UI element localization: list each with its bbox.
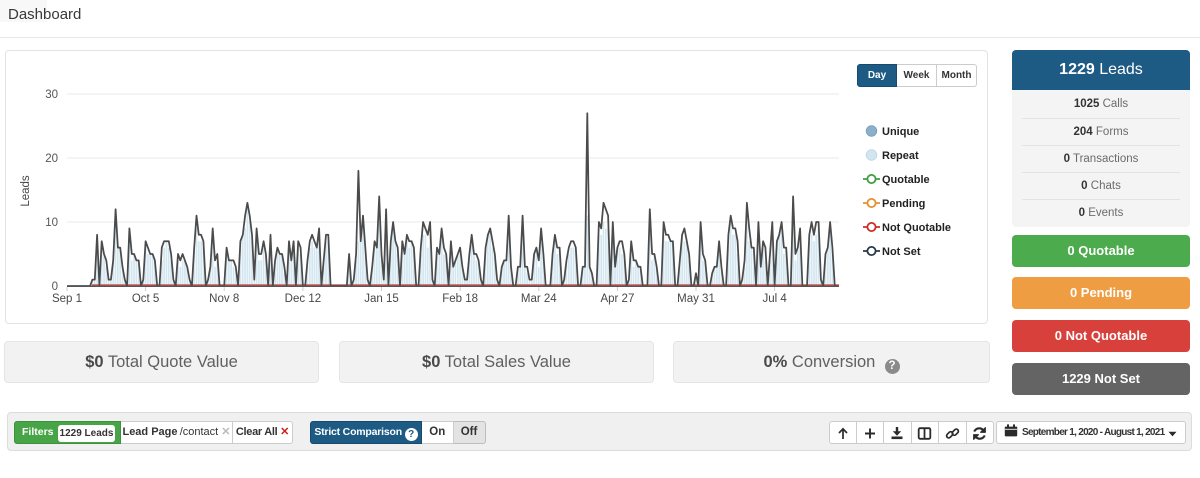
svg-text:10: 10 xyxy=(45,217,58,229)
svg-text:Jan 15: Jan 15 xyxy=(364,293,399,305)
svg-text:Sep 1: Sep 1 xyxy=(52,293,82,305)
svg-text:Nov 8: Nov 8 xyxy=(209,293,239,305)
svg-text:May 31: May 31 xyxy=(677,293,715,305)
svg-text:20: 20 xyxy=(45,153,58,165)
svg-text:Oct 5: Oct 5 xyxy=(132,293,159,305)
svg-text:Leads: Leads xyxy=(20,175,32,207)
svg-text:Apr 27: Apr 27 xyxy=(600,293,634,305)
svg-text:Dec 12: Dec 12 xyxy=(285,293,321,305)
svg-text:Jul 4: Jul 4 xyxy=(762,293,787,305)
svg-text:0: 0 xyxy=(52,281,58,293)
svg-text:Feb 18: Feb 18 xyxy=(442,293,478,305)
svg-text:Mar 24: Mar 24 xyxy=(521,293,557,305)
svg-text:30: 30 xyxy=(45,89,58,101)
